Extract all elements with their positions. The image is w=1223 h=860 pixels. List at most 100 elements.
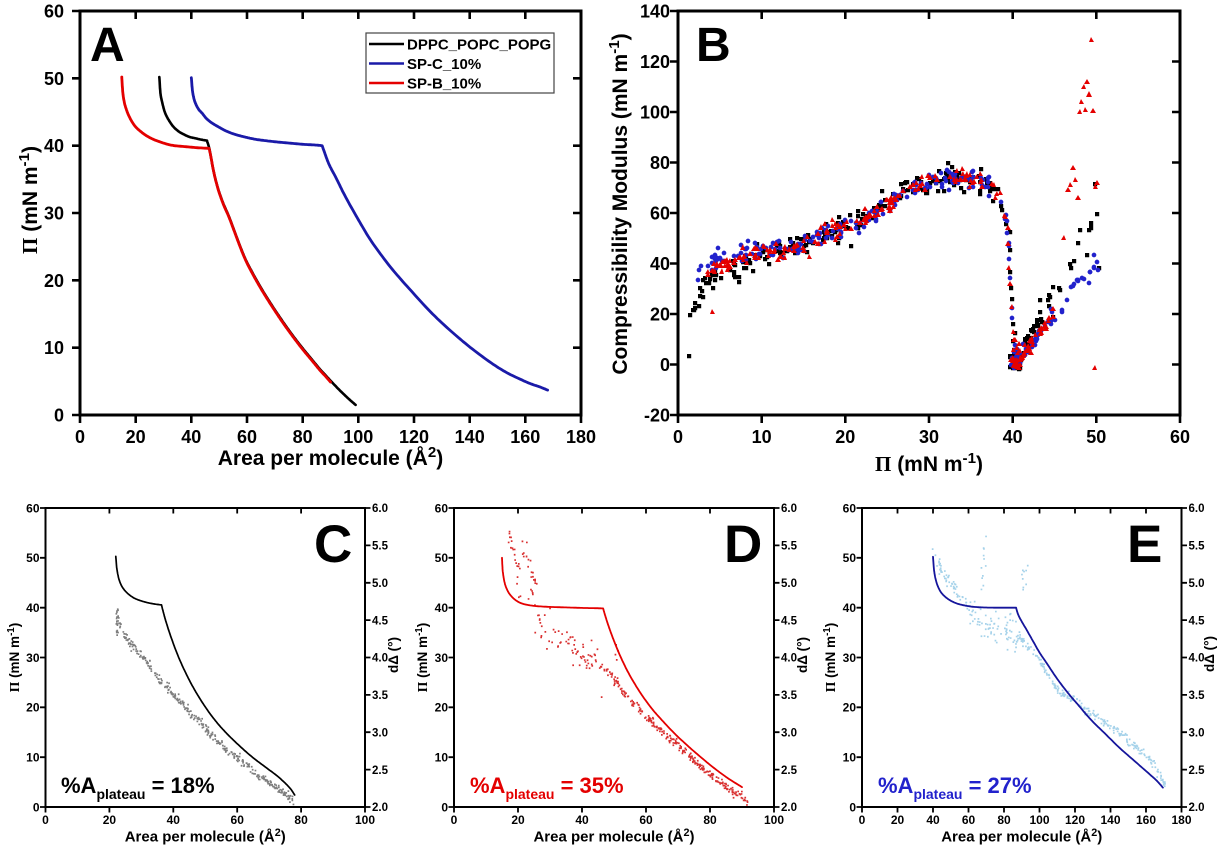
svg-text:50: 50 [843, 551, 857, 565]
svg-text:20: 20 [26, 701, 40, 715]
svg-text:0: 0 [42, 813, 49, 827]
svg-text:3.0: 3.0 [781, 727, 797, 739]
svg-text:Π (mN m-1): Π (mN m-1) [6, 623, 22, 692]
svg-text:0: 0 [859, 813, 866, 827]
svg-text:0: 0 [660, 355, 670, 375]
svg-text:SP-B_10%: SP-B_10% [407, 75, 481, 92]
svg-text:10: 10 [752, 427, 772, 447]
svg-text:4.0: 4.0 [372, 653, 388, 665]
svg-text:3.5: 3.5 [1189, 690, 1206, 702]
svg-text:4.5: 4.5 [781, 615, 798, 627]
svg-text:2.5: 2.5 [781, 765, 798, 777]
svg-text:20: 20 [126, 427, 146, 447]
svg-text:50: 50 [44, 69, 64, 89]
svg-text:5.5: 5.5 [372, 541, 389, 553]
svg-text:160: 160 [1136, 813, 1156, 827]
svg-text:%Aplateau = 27%: %Aplateau = 27% [878, 773, 1032, 802]
svg-text:100: 100 [343, 427, 373, 447]
svg-text:40: 40 [435, 601, 449, 615]
svg-text:dΔ (°): dΔ (°) [795, 637, 810, 673]
svg-text:40: 40 [843, 601, 857, 615]
svg-text:5.0: 5.0 [1189, 578, 1205, 590]
svg-text:20: 20 [843, 701, 857, 715]
svg-text:80: 80 [650, 153, 670, 173]
svg-text:4.0: 4.0 [781, 653, 797, 665]
svg-text:50: 50 [1086, 427, 1106, 447]
svg-text:40: 40 [650, 254, 670, 274]
svg-text:140: 140 [640, 2, 670, 22]
svg-text:40: 40 [44, 136, 64, 156]
svg-text:0: 0 [441, 800, 448, 814]
svg-text:0: 0 [33, 800, 40, 814]
svg-text:5.0: 5.0 [781, 578, 797, 590]
svg-text:140: 140 [1100, 813, 1120, 827]
svg-text:2.0: 2.0 [372, 802, 388, 814]
svg-text:100: 100 [640, 103, 670, 123]
svg-text:160: 160 [510, 427, 540, 447]
svg-text:60: 60 [962, 813, 976, 827]
svg-text:20: 20 [44, 271, 64, 291]
svg-text:4.0: 4.0 [1189, 653, 1205, 665]
svg-text:C: C [314, 515, 352, 574]
svg-text:6.0: 6.0 [1189, 503, 1205, 515]
svg-text:2.5: 2.5 [1189, 765, 1206, 777]
svg-text:D: D [724, 515, 762, 574]
svg-text:40: 40 [26, 601, 40, 615]
svg-text:60: 60 [639, 813, 653, 827]
svg-text:10: 10 [26, 751, 40, 765]
svg-text:60: 60 [435, 501, 449, 515]
svg-text:50: 50 [435, 551, 449, 565]
svg-text:DPPC_POPC_POPG: DPPC_POPC_POPG [407, 36, 551, 53]
svg-text:5.5: 5.5 [781, 541, 798, 553]
svg-text:B: B [696, 19, 731, 72]
svg-text:0: 0 [75, 427, 85, 447]
svg-text:3.5: 3.5 [781, 690, 798, 702]
svg-text:Compressibility Modulus (mN m-: Compressibility Modulus (mN m-1) [606, 33, 632, 374]
svg-text:40: 40 [575, 813, 589, 827]
svg-text:10: 10 [843, 751, 857, 765]
svg-text:140: 140 [455, 427, 485, 447]
svg-text:6.0: 6.0 [781, 503, 797, 515]
svg-text:10: 10 [435, 751, 449, 765]
svg-text:2.0: 2.0 [781, 802, 797, 814]
svg-text:20: 20 [511, 813, 525, 827]
svg-text:60: 60 [26, 501, 40, 515]
svg-text:30: 30 [919, 427, 939, 447]
svg-text:6.0: 6.0 [372, 503, 388, 515]
svg-text:E: E [1127, 515, 1162, 574]
svg-text:2.0: 2.0 [1189, 802, 1205, 814]
svg-text:SP-C_10%: SP-C_10% [407, 56, 481, 73]
svg-text:10: 10 [44, 338, 64, 358]
svg-text:4.5: 4.5 [1189, 615, 1206, 627]
svg-text:Π (mN m-1): Π (mN m-1) [414, 623, 430, 692]
svg-text:0: 0 [451, 813, 458, 827]
svg-text:40: 40 [181, 427, 201, 447]
svg-text:60: 60 [237, 427, 257, 447]
svg-text:5.5: 5.5 [1189, 541, 1206, 553]
svg-text:60: 60 [650, 204, 670, 224]
svg-text:60: 60 [1170, 427, 1190, 447]
svg-text:30: 30 [26, 651, 40, 665]
svg-text:30: 30 [44, 204, 64, 224]
svg-text:80: 80 [293, 427, 313, 447]
svg-text:Area per molecule (Å2): Area per molecule (Å2) [218, 444, 443, 470]
svg-text:120: 120 [399, 427, 429, 447]
svg-text:60: 60 [44, 2, 64, 22]
svg-text:%Aplateau = 35%: %Aplateau = 35% [470, 773, 624, 802]
svg-text:100: 100 [355, 813, 375, 827]
svg-text:20: 20 [650, 305, 670, 325]
svg-text:20: 20 [103, 813, 117, 827]
svg-text:60: 60 [843, 501, 857, 515]
svg-text:40: 40 [167, 813, 181, 827]
svg-text:100: 100 [764, 813, 784, 827]
svg-text:3.5: 3.5 [372, 690, 389, 702]
svg-text:20: 20 [891, 813, 905, 827]
svg-text:80: 80 [703, 813, 717, 827]
svg-text:3.0: 3.0 [1189, 727, 1205, 739]
svg-text:2.5: 2.5 [372, 765, 389, 777]
svg-text:50: 50 [26, 551, 40, 565]
svg-text:120: 120 [640, 52, 670, 72]
svg-text:30: 30 [843, 651, 857, 665]
svg-text:3.0: 3.0 [372, 727, 388, 739]
svg-text:dΔ (°): dΔ (°) [1202, 636, 1217, 672]
